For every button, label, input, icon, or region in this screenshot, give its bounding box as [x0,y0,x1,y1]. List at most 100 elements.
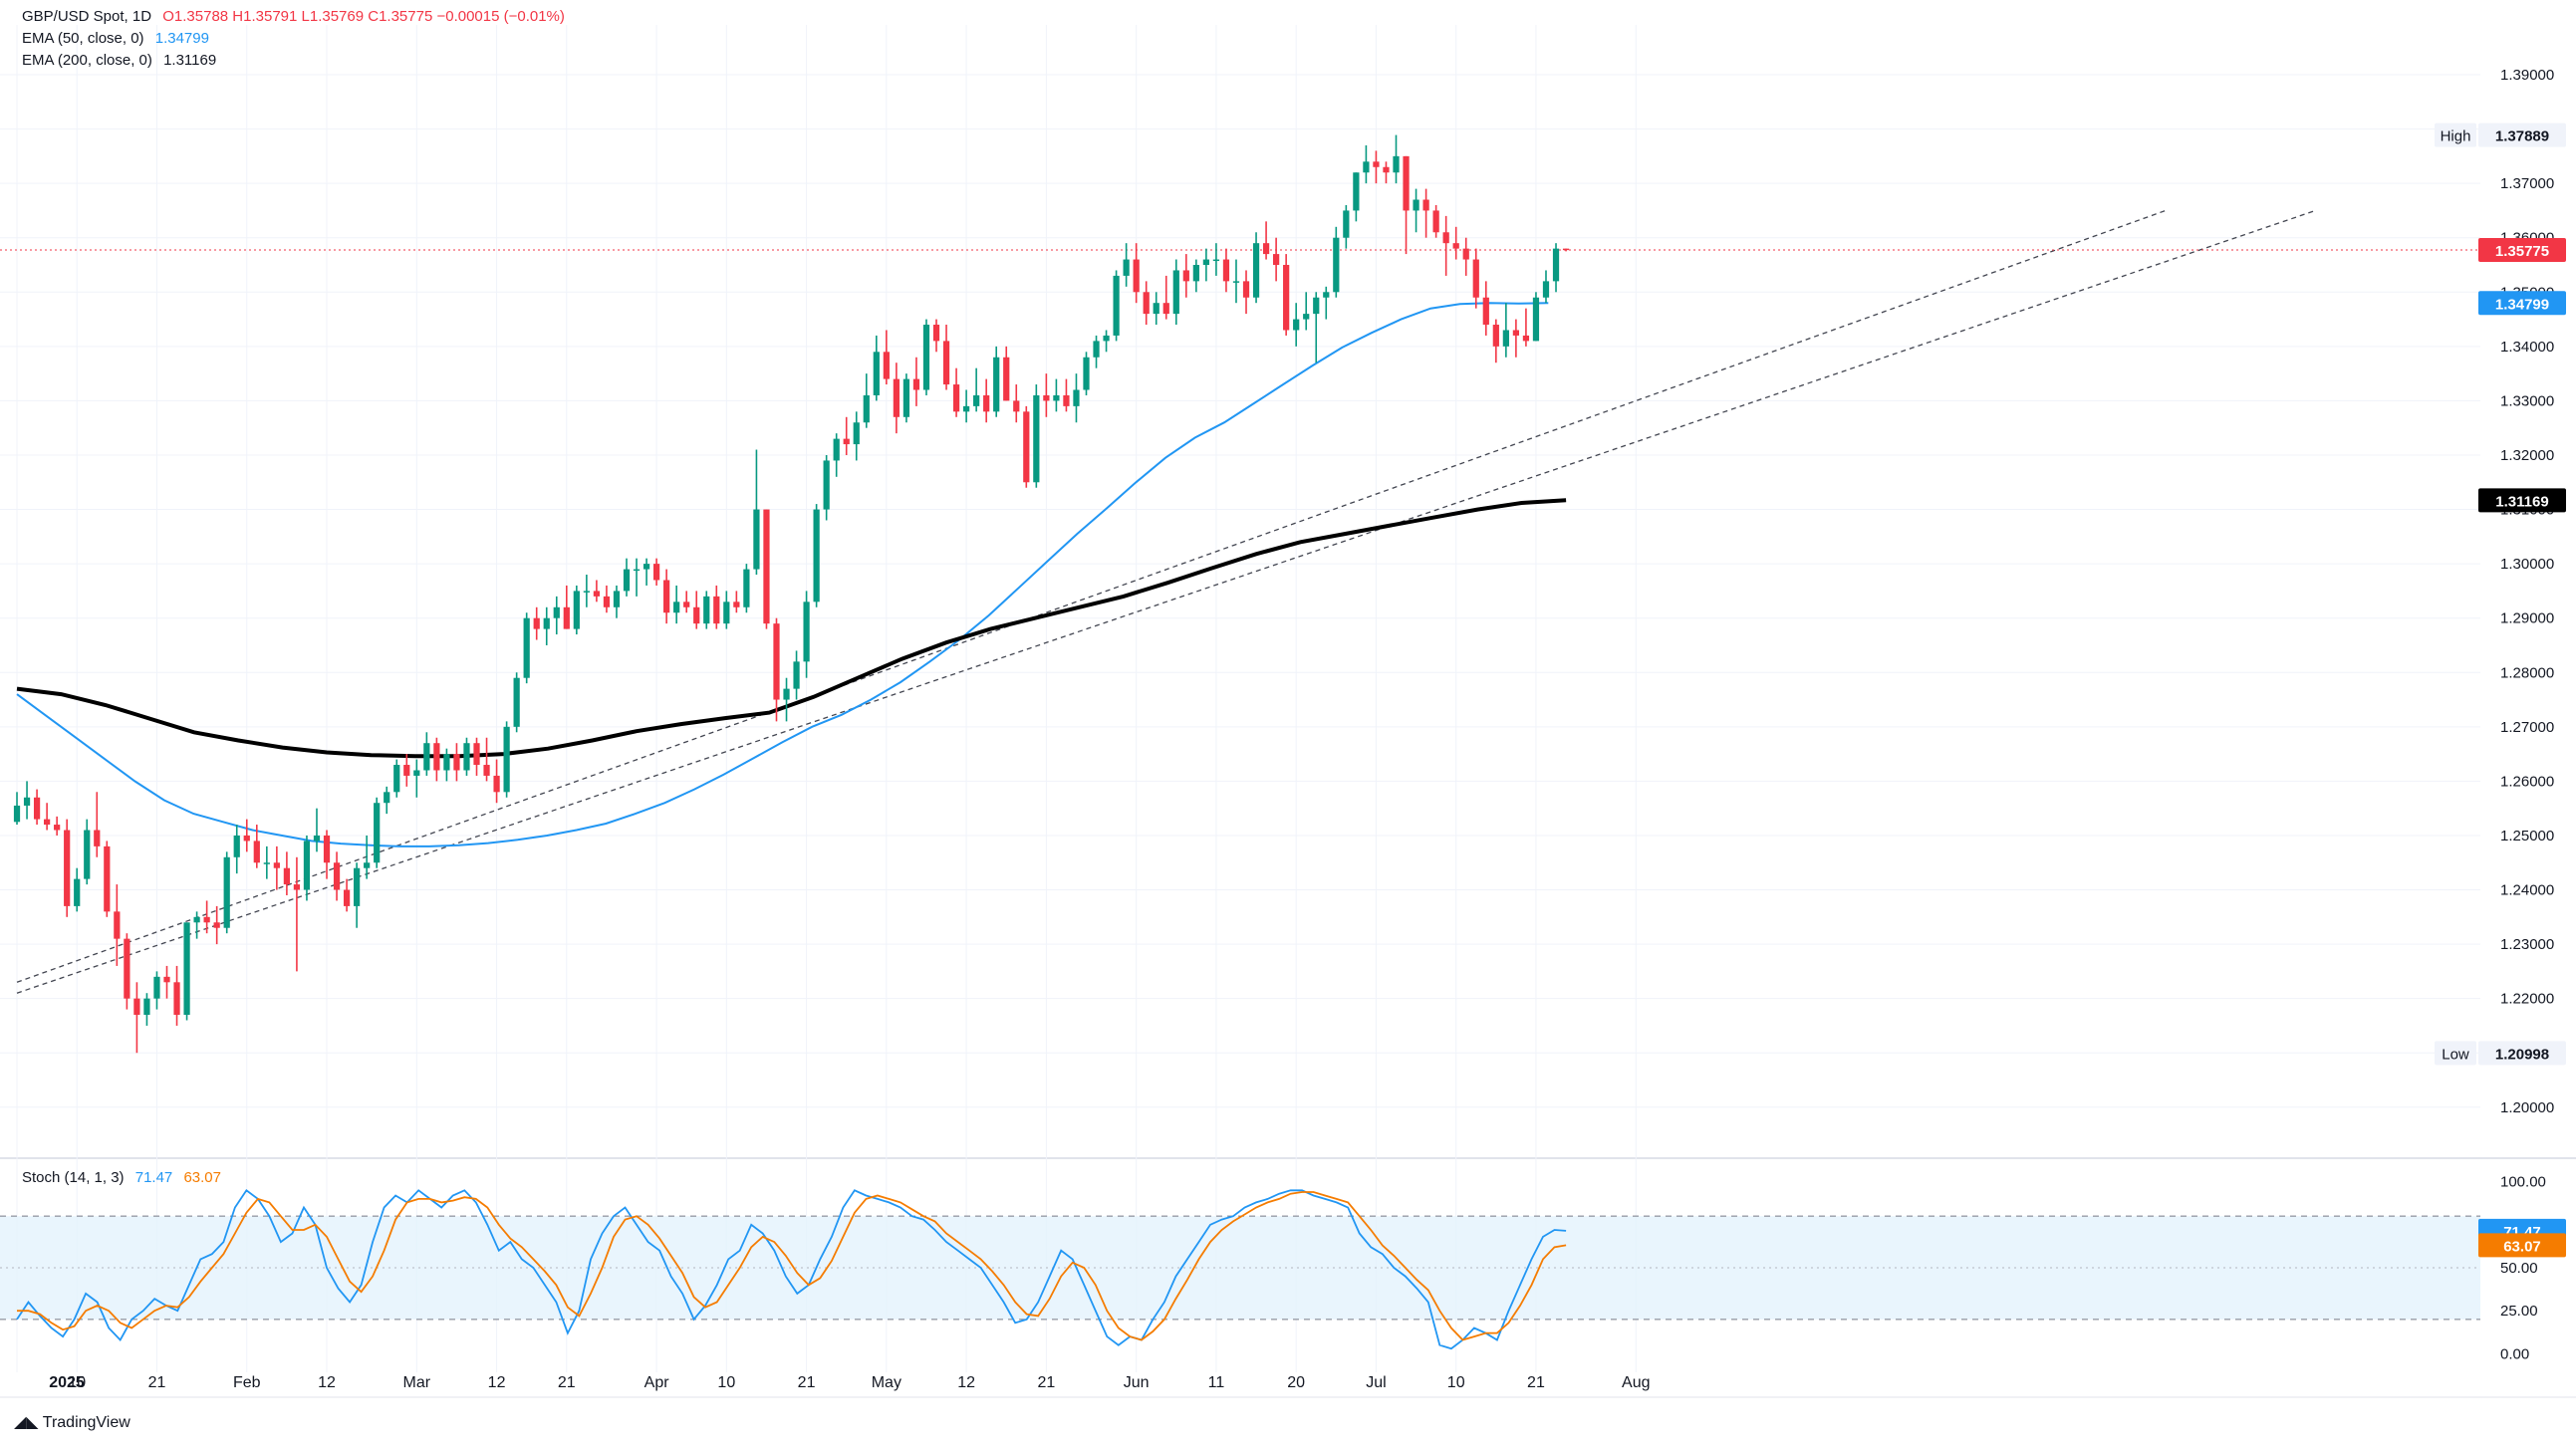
candle [673,585,680,624]
candle [453,743,460,782]
candle [853,411,860,461]
last-price-badge-bg [2478,237,2566,262]
candle [823,454,830,521]
candle [104,841,111,917]
candle [153,971,160,1010]
candle-body [84,830,91,879]
candle-body [1333,237,1340,293]
ema50-badge-bg [2478,291,2566,316]
candle-body [1462,248,1469,260]
time-tick-label: Apr [644,1374,670,1391]
candle [783,677,790,722]
tradingview-logo[interactable]: ◢◣ TradingView [14,1412,130,1432]
candle-body [1063,394,1070,406]
candle [473,737,480,776]
candle-body [1432,210,1439,233]
candle-body [1073,389,1080,406]
price-tick-label: 1.26000 [2500,773,2554,790]
candle [693,591,700,629]
candle [443,748,450,782]
candle-body [1353,172,1360,211]
candle [483,737,490,782]
candle [393,759,400,798]
candle-body [1452,243,1459,249]
candle [354,862,361,928]
candle [1063,378,1070,412]
candle [74,867,81,912]
candle [1562,248,1570,252]
candle-body [354,867,361,906]
candle [603,585,611,613]
candle [1502,303,1509,358]
candle-body [1512,330,1520,336]
candle-body [613,591,621,607]
candle-body [773,623,780,700]
candle-body [1003,357,1010,401]
candle-body [1113,275,1120,336]
candle [893,362,900,434]
candle-body [1422,199,1429,211]
candle [1093,335,1100,368]
time-tick-label: Mar [403,1374,431,1391]
time-tick-label: 21 [148,1374,166,1391]
candle-body [793,661,800,689]
last-price-badge: 1.35775 [2478,237,2566,262]
candle [143,993,150,1026]
candle-body [1373,161,1380,167]
stoch-k-value: 71.47 [134,1169,173,1186]
candle [1162,275,1169,320]
candle [1313,292,1320,363]
candle [1323,286,1330,320]
candle [962,389,970,423]
candle-body [583,591,590,593]
candle [384,786,390,815]
candle [583,575,590,607]
candle-body [703,596,710,624]
candle-body [463,743,470,771]
stoch-d-badge: 63.07 [2478,1233,2566,1258]
candle-body [1153,303,1159,315]
stoch-d-value: 63.07 [183,1169,221,1186]
candle [863,373,870,428]
candle-body [163,976,170,983]
candle-body [743,569,750,607]
candle-body [1252,243,1260,298]
candle [1182,254,1189,298]
candle [902,373,910,423]
candle [1113,270,1120,342]
candle-body [493,775,500,793]
candle-body [902,378,910,417]
candle [1103,330,1110,353]
candle [44,803,51,831]
candle-body [193,916,200,923]
stoch-tick-label: 100.00 [2500,1174,2546,1191]
candle [1242,270,1250,315]
candle [1232,259,1240,304]
candle-body [993,357,1000,412]
candle-body [1053,394,1060,401]
candle [173,965,180,1026]
candle-body [962,405,970,412]
time-tick-label: 11 [1208,1374,1225,1391]
candle [763,509,770,629]
candle [193,911,200,939]
candle-body [1363,161,1370,173]
candle-body [263,862,270,864]
candle [1202,248,1209,282]
candle [713,585,720,629]
candle [733,591,740,613]
candle-body [133,998,140,1016]
stoch-legend: Stoch (14, 1, 3) 71.47 63.07 [22,1167,228,1189]
candle-body [1313,297,1320,315]
candle [613,585,621,618]
candle [543,606,550,645]
candle-body [443,754,450,771]
candle-body [873,352,880,395]
candle-body [693,606,700,624]
candle [652,558,660,586]
candle [124,933,130,1010]
candle [1522,308,1530,347]
candle-body [1283,265,1290,331]
